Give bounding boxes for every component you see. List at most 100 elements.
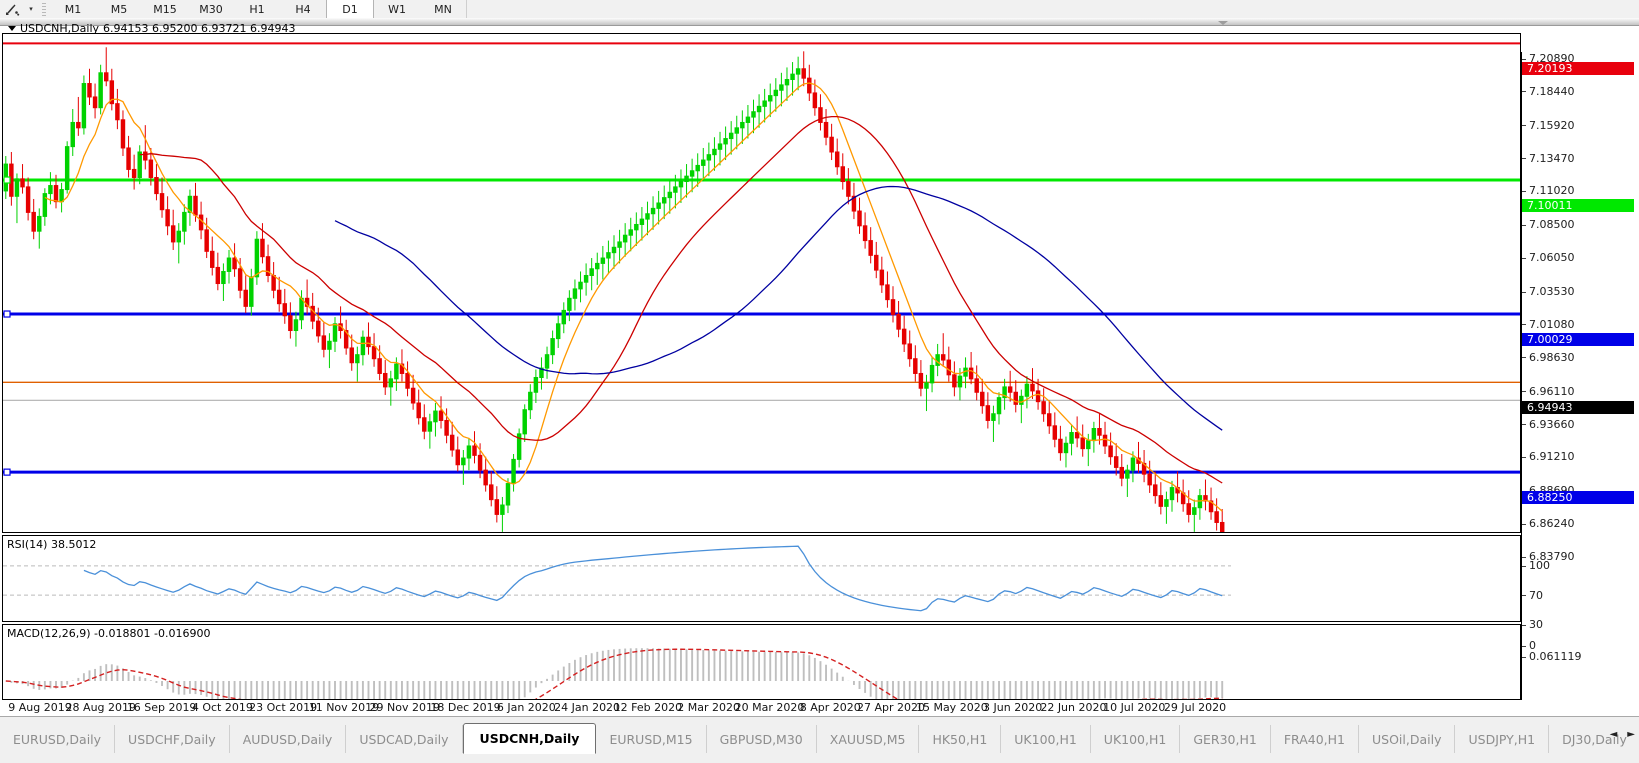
chart-tab-fra40-h1[interactable]: FRA40,H1 [1271,725,1359,753]
time-label: 16 Sep 2019 [126,701,197,714]
chart-tabs: EURUSD,Daily USDCHF,Daily AUDUSD,Daily USDC… [0,723,1639,754]
top-toolbar: ▾ M1 M5 M15 M30 H1 H4 D1 W1 MN [0,0,1639,19]
time-label: 4 Oct 2019 [191,701,253,714]
macd-plot [5,648,1224,699]
price-tick-7-08500: 7.08500 [1522,218,1575,231]
rsi-canvas [3,536,1520,621]
time-label: 27 Apr 2020 [857,701,926,714]
time-label: 12 Feb 2020 [613,701,683,714]
time-label: 3 Jun 2020 [983,701,1043,714]
time-label: 20 Mar 2020 [734,701,805,714]
tab-next-button[interactable]: ► [1627,729,1635,740]
price-tick-7-13470: 7.13470 [1522,152,1575,165]
rsi-tick-0: 0 [1522,639,1536,652]
time-label: 11 Nov 2019 [308,701,380,714]
tab-nav-buttons: ◄ ► [1610,729,1635,740]
rsi-tick-100: 100 [1522,559,1550,572]
chart-tab-uk100-h1[interactable]: UK100,H1 [1001,725,1091,753]
price-tick-6-96110: 6.96110 [1522,385,1575,398]
chart-tab-usdcad-daily[interactable]: USDCAD,Daily [346,725,463,753]
macd-pane[interactable]: MACD(12,26,9) -0.018801 -0.016900 [2,624,1521,700]
price-tag-7-20193[interactable]: 7.20193 [1522,62,1634,76]
chart-tab-eurusd-m15[interactable]: EURUSD,M15 [596,725,707,753]
time-label: 29 Nov 2019 [369,701,440,714]
price-pane[interactable] [2,33,1521,533]
candlestick-plot [3,42,1520,532]
price-tick-7-18440: 7.18440 [1522,85,1575,98]
rsi-tick-30: 30 [1522,618,1543,631]
chart-tab-uk100-h1[interactable]: UK100,H1 [1091,725,1181,753]
timeframe-h4[interactable]: H4 [295,2,311,16]
time-label: 23 Oct 2019 [249,701,318,714]
chart-menu-caret-icon[interactable] [8,26,16,31]
timeframe-m5[interactable]: M5 [110,2,128,16]
time-label: 29 Jul 2020 [1163,701,1227,714]
time-label: 15 May 2020 [915,701,988,714]
rsi-label: RSI(14) 38.5012 [7,538,97,551]
time-label: 9 Aug 2019 [8,701,72,714]
time-label: 10 Jul 2020 [1103,701,1166,714]
price-tag-7-00029[interactable]: 7.00029 [1522,333,1634,347]
toolbar-dropdown-arrow[interactable]: ▾ [29,5,33,13]
time-label: 8 Apr 2020 [799,701,861,714]
timeframe-mn[interactable]: MN [434,2,452,16]
chart-tab-ger30-h1[interactable]: GER30,H1 [1180,725,1271,753]
time-label: 24 Jan 2020 [554,701,621,714]
timeframe-w1[interactable]: W1 [388,2,406,16]
toolbar-grip[interactable] [40,2,47,16]
timeframe-group: M1 M5 M15 M30 H1 H4 D1 W1 MN [50,0,467,18]
chart-symbol-period: USDCNH,Daily [20,22,100,35]
time-label: 18 Dec 2019 [430,701,501,714]
rsi-tick-70: 70 [1522,589,1543,602]
price-tick-6-86240: 6.86240 [1522,517,1575,530]
price-tick-6-98630: 6.98630 [1522,351,1575,364]
timeframe-h1[interactable]: H1 [249,2,265,16]
chart-tab-hk50-h1[interactable]: HK50,H1 [919,725,1002,753]
chart-tab-gbpusd-m30[interactable]: GBPUSD,M30 [707,725,817,753]
tab-prev-button[interactable]: ◄ [1609,729,1618,740]
chart-tab-strip: EURUSD,Daily USDCHF,Daily AUDUSD,Daily USDC… [0,716,1639,763]
price-scale[interactable]: 7.20890 7.18440 7.15920 7.13470 7.11020 7.085… [1521,52,1639,729]
price-tick-7-01080: 7.01080 [1522,318,1575,331]
chart-tab-usoil-daily[interactable]: USOil,Daily [1359,725,1456,753]
timeframe-d1[interactable]: D1 [326,0,374,18]
time-label: 2 Mar 2020 [677,701,741,714]
price-tick-7-15920: 7.15920 [1522,119,1575,132]
price-tag-7-10011[interactable]: 7.10011 [1522,199,1634,213]
price-tick-7-20890: 7.20890 [1522,52,1575,65]
chart-window: USDCNH,Daily 6.94153 6.95200 6.93721 6.9… [0,22,1639,729]
chart-tab-eurusd-daily[interactable]: EURUSD,Daily [0,725,116,753]
timeframe-m30[interactable]: M30 [199,2,223,16]
chart-tab-usdchf-daily[interactable]: USDCHF,Daily [115,725,230,753]
price-tag-6-94943[interactable]: 6.94943 [1522,401,1634,415]
price-canvas [3,34,1520,532]
timeframe-m15[interactable]: M15 [153,2,177,16]
price-tick-6-93660: 6.93660 [1522,418,1575,431]
chart-symbol-header[interactable]: USDCNH,Daily 6.94153 6.95200 6.93721 6.9… [8,22,295,35]
rsi-plot [3,545,1231,612]
price-tick-7-11020: 7.11020 [1522,184,1575,197]
price-tick-6-83790: 6.83790 [1522,550,1575,563]
chart-tab-usdjpy-h1[interactable]: USDJPY,H1 [1455,725,1550,753]
window-splitter[interactable] [0,18,1639,26]
price-tick-7-06050: 7.06050 [1522,251,1575,264]
time-label: 28 Aug 2019 [65,701,137,714]
chart-tab-dj30-daily[interactable]: DJ30,Daily [1549,725,1639,753]
chart-panes: USDCNH,Daily 6.94153 6.95200 6.93721 6.9… [2,22,1521,700]
time-label: 6 Jan 2020 [496,701,556,714]
splitter-thumb-icon[interactable] [1218,21,1228,25]
timeframe-m1[interactable]: M1 [64,2,82,16]
chart-tab-xauusd-m5[interactable]: XAUUSD,M5 [817,725,920,753]
price-tick-6-91210: 6.91210 [1522,450,1575,463]
price-tag-6-88250[interactable]: 6.88250 [1522,491,1634,505]
crosshair-pointer-icon[interactable] [0,0,24,18]
time-axis[interactable]: 9 Aug 2019 28 Aug 2019 16 Sep 2019 4 Oct 20… [0,700,1639,716]
time-label: 22 Jun 2020 [1040,701,1107,714]
chart-tab-audusd-daily[interactable]: AUDUSD,Daily [230,725,347,753]
macd-canvas [3,625,1520,699]
macd-tick-0061119: 0.061119 [1522,650,1582,663]
rsi-pane[interactable]: RSI(14) 38.5012 [2,535,1521,622]
chart-tab-usdcnh-daily[interactable]: USDCNH,Daily [462,723,597,754]
macd-label: MACD(12,26,9) -0.018801 -0.016900 [7,627,211,640]
